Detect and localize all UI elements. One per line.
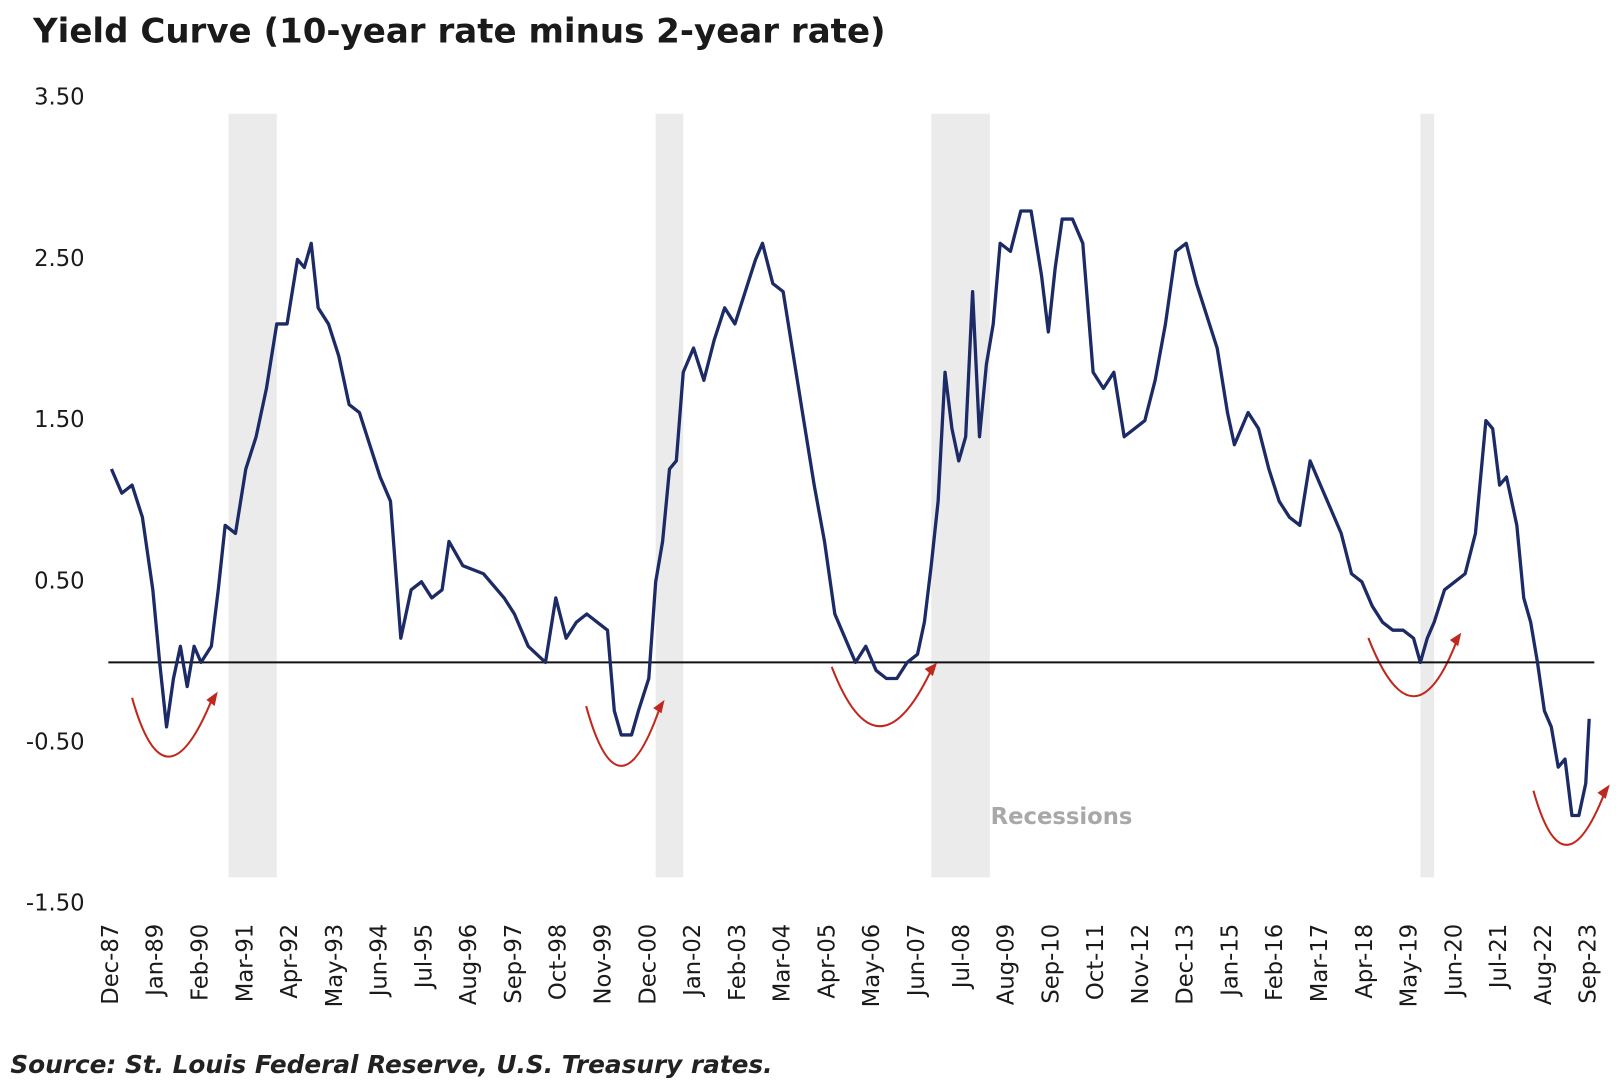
arrow-head — [653, 699, 665, 714]
recession-band — [228, 113, 277, 878]
x-tick-label: Dec-00 — [635, 924, 661, 1005]
x-tick-label: Apr-18 — [1352, 924, 1378, 999]
x-tick-label: Jul-21 — [1486, 924, 1512, 990]
x-tick-label: Jun-94 — [367, 924, 393, 999]
x-tick-label: Jul-08 — [949, 924, 975, 990]
y-tick-label: -0.50 — [26, 729, 85, 755]
x-tick-label: Apr-92 — [277, 924, 303, 999]
x-tick-label: Apr-05 — [814, 924, 840, 999]
arrows — [131, 632, 1610, 846]
y-tick-label: 1.50 — [34, 407, 85, 433]
x-tick-label: Sep-23 — [1576, 924, 1602, 1004]
x-tick-label: Aug-96 — [456, 924, 482, 1005]
x-tick-label: Mar-91 — [232, 924, 258, 1002]
x-tick-label: Mar-17 — [1307, 924, 1333, 1002]
x-tick-label: Nov-99 — [591, 924, 617, 1005]
recession-band — [931, 113, 990, 878]
x-tick-label: Feb-90 — [188, 924, 214, 1001]
y-tick-label: 3.50 — [34, 85, 85, 111]
source: Source: St. Louis Federal Reserve, U.S. … — [10, 1050, 772, 1079]
x-tick-label: Jun-07 — [904, 924, 930, 999]
x-tick-label: Jan-15 — [1217, 924, 1243, 998]
arrow — [1367, 637, 1459, 698]
x-tick-label: Jan-02 — [680, 924, 706, 998]
arrow — [585, 705, 662, 767]
y-tick-label: -1.50 — [26, 891, 85, 917]
arrow — [1532, 790, 1606, 846]
y-tick-label: 2.50 — [34, 246, 85, 272]
y-tick-label: 0.50 — [34, 568, 85, 594]
x-tick-label: May-93 — [322, 924, 348, 1008]
x-tick-label: May-19 — [1397, 924, 1423, 1008]
x-tick-label: Jul-95 — [411, 924, 437, 990]
x-tick-label: Mar-04 — [770, 924, 796, 1002]
annotation: Recessions — [991, 804, 1133, 830]
x-tick-label: Jun-20 — [1441, 924, 1467, 999]
arrow — [830, 666, 933, 728]
x-tick-label: Dec-13 — [1173, 924, 1199, 1005]
x-tick-label: Dec-87 — [98, 924, 124, 1005]
arrow — [131, 697, 214, 758]
x-tick-label: Feb-03 — [725, 924, 751, 1001]
x-tick-label: Oct-11 — [1083, 924, 1109, 1000]
chart-title: Yield Curve (10-year rate minus 2-year r… — [32, 12, 886, 52]
x-tick-label: Aug-09 — [994, 924, 1020, 1005]
arrow-head — [924, 662, 937, 677]
x-tick-label: Aug-22 — [1531, 924, 1557, 1005]
x-tick-label: Sep-10 — [1038, 924, 1064, 1004]
x-tick-label: Feb-16 — [1262, 924, 1288, 1001]
arrow-head — [1597, 784, 1610, 799]
x-tick-label: Oct-98 — [546, 924, 572, 1000]
x-tick-label: Sep-97 — [501, 924, 527, 1004]
x-tick-label: Nov-12 — [1128, 924, 1154, 1005]
line-series — [109, 209, 1591, 818]
arrow-head — [1449, 632, 1462, 647]
x-tick-label: Jan-89 — [143, 924, 169, 998]
x-tick-label: May-06 — [859, 924, 885, 1008]
arrow-head — [206, 691, 218, 707]
recession-bands — [228, 113, 1435, 878]
recession-band — [655, 113, 684, 878]
recession-band — [1420, 113, 1435, 878]
